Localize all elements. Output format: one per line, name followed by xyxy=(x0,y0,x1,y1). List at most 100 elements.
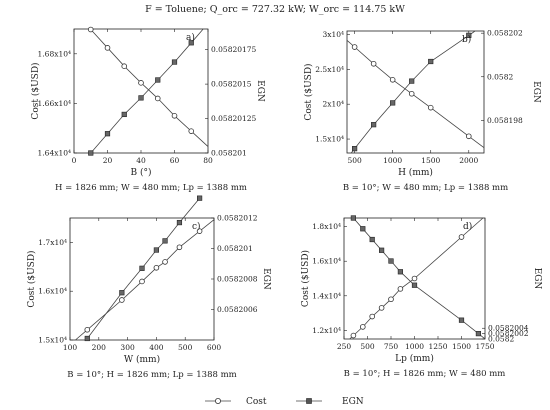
egn-point xyxy=(197,195,203,201)
cost-point xyxy=(359,324,366,330)
egn-point xyxy=(153,247,160,253)
panel-label: c) xyxy=(192,221,201,232)
x-tick-label: 600 xyxy=(207,343,222,352)
cost-point xyxy=(171,113,178,119)
panel-label: d) xyxy=(463,221,472,232)
cost-point xyxy=(465,133,472,140)
panel-label: a) xyxy=(186,32,195,43)
panel-d: 250 500 750 1000 1250 1500 1750 1.2x10⁴ 1.4x10⁴ 1… xyxy=(300,215,542,379)
y-axis-label-left: Cost ($USD) xyxy=(300,250,311,307)
egn-point xyxy=(155,77,161,83)
y-tick-label-left: 1.2x10⁴ xyxy=(312,326,341,335)
panel-caption: H = 1826 mm; W = 480 mm; Lp = 1388 mm xyxy=(55,183,247,193)
y-axis-label-right: EGN xyxy=(261,268,271,290)
y-tick-label-left: 1.7x10⁴ xyxy=(38,238,67,247)
y-tick-label-right: 0.0582012 xyxy=(217,214,258,223)
y-axis-label-right: EGN xyxy=(255,80,265,102)
y-tick-label-left: 3x10⁴ xyxy=(322,30,344,39)
x-tick-label: 750 xyxy=(384,342,399,351)
x-axis-label: Lp (mm) xyxy=(395,353,434,364)
y-tick-label-left: 2x10⁴ xyxy=(322,100,344,109)
legend-cost-label: Cost xyxy=(246,397,267,407)
plot-frame xyxy=(346,30,485,154)
cost-point xyxy=(87,26,94,33)
panel-a: 0 20 40 60 80 1.64x10⁴ 1.66x10⁴ 1.68x10⁴ 0.05820… xyxy=(30,26,265,193)
y-tick-label-right: 0.058198 xyxy=(487,116,523,125)
x-axis-label: H (mm) xyxy=(398,167,433,178)
y-tick-label-left: 1.5x10⁴ xyxy=(38,336,67,345)
egn-point xyxy=(397,269,404,275)
figure-title: F = Toluene; Q_orc = 727.32 kW; W_orc = … xyxy=(145,4,405,15)
x-tick-label: 1750 xyxy=(475,342,494,351)
cost-point xyxy=(176,244,183,251)
egn-point xyxy=(466,32,472,38)
panel-caption: B = 10°; H = 1826 mm; Lp = 1388 mm xyxy=(67,370,236,380)
egn-point xyxy=(104,131,111,137)
cost-point xyxy=(370,60,377,67)
y-axis-label-right: EGN xyxy=(531,81,541,103)
y-tick-label-left: 1.66x10⁴ xyxy=(38,99,71,108)
y-axis-label-right: EGN xyxy=(532,268,542,290)
egn-point xyxy=(390,100,396,106)
egn-point xyxy=(176,219,183,226)
series-line-cost xyxy=(346,39,485,149)
cost-point xyxy=(411,275,418,282)
cost-point xyxy=(458,234,465,240)
y-tick-label-right: 0.058201 xyxy=(211,149,247,158)
legend-cost-marker xyxy=(214,397,221,404)
egn-point xyxy=(360,226,366,232)
cost-point xyxy=(378,305,385,311)
egn-point xyxy=(139,265,145,271)
x-tick-label: 500 xyxy=(360,342,375,351)
y-tick-label-right: 0.0582004 xyxy=(488,324,529,333)
panel-caption: B = 10°; W = 480 mm; Lp = 1388 mm xyxy=(343,183,508,193)
egn-point xyxy=(411,282,418,288)
cost-point xyxy=(84,326,91,333)
y-tick-label-right: 0.0582015 xyxy=(211,80,252,89)
series-line-cost xyxy=(349,217,484,340)
egn-point xyxy=(88,150,94,156)
egn-point xyxy=(388,258,394,264)
panel-caption: B = 10°; H = 1826 mm; W = 480 mm xyxy=(344,369,506,379)
x-tick-label: 250 xyxy=(337,342,352,351)
y-axis-label-left: Cost ($USD) xyxy=(30,62,41,119)
egn-point xyxy=(378,247,385,253)
y-tick-label-right: 0.0582006 xyxy=(217,305,258,314)
cost-point xyxy=(389,77,396,83)
y-tick-label-right: 0.0582008 xyxy=(217,275,258,284)
cost-point xyxy=(397,286,404,292)
y-tick-label-left: 1.8x10⁴ xyxy=(312,222,341,231)
y-tick-label-left: 1.5x10⁴ xyxy=(315,135,344,144)
egn-point xyxy=(171,59,178,65)
legend-egn-label: EGN xyxy=(342,397,364,407)
x-tick-label: 400 xyxy=(149,343,164,352)
cost-point xyxy=(119,297,125,303)
egn-point xyxy=(475,331,482,337)
egn-point xyxy=(121,111,127,118)
x-axis-label: W (mm) xyxy=(124,354,160,365)
panel-c: 100 200 300 400 500 600 1.5x10⁴ 1.6x10⁴ 1.7x10⁴ 0… xyxy=(26,195,271,380)
cost-point xyxy=(350,332,357,339)
y-tick-label-left: 2.5x10⁴ xyxy=(315,65,344,74)
y-tick-label-left: 1.4x10⁴ xyxy=(312,291,341,300)
series-line-egn xyxy=(350,30,476,154)
cost-point xyxy=(162,259,168,265)
x-tick-label: 2000 xyxy=(459,156,478,165)
egn-point xyxy=(369,236,375,243)
cost-point xyxy=(427,104,434,111)
x-tick-label: 80 xyxy=(203,156,213,165)
cost-point xyxy=(351,44,358,50)
legend: Cost EGN xyxy=(205,397,364,407)
series-line-egn xyxy=(353,217,486,340)
egn-point xyxy=(428,58,434,65)
series-line-cost xyxy=(75,219,215,341)
x-tick-label: 1000 xyxy=(405,342,424,351)
egn-point xyxy=(409,78,415,84)
egn-point xyxy=(371,122,377,128)
x-tick-label: 200 xyxy=(92,343,107,352)
y-tick-label-right: 0.0582002 xyxy=(488,329,529,338)
egn-point xyxy=(162,238,168,244)
x-tick-label: 1000 xyxy=(383,156,402,165)
y-axis-label-left: Cost ($USD) xyxy=(303,63,314,120)
x-tick-label: 20 xyxy=(103,156,113,165)
